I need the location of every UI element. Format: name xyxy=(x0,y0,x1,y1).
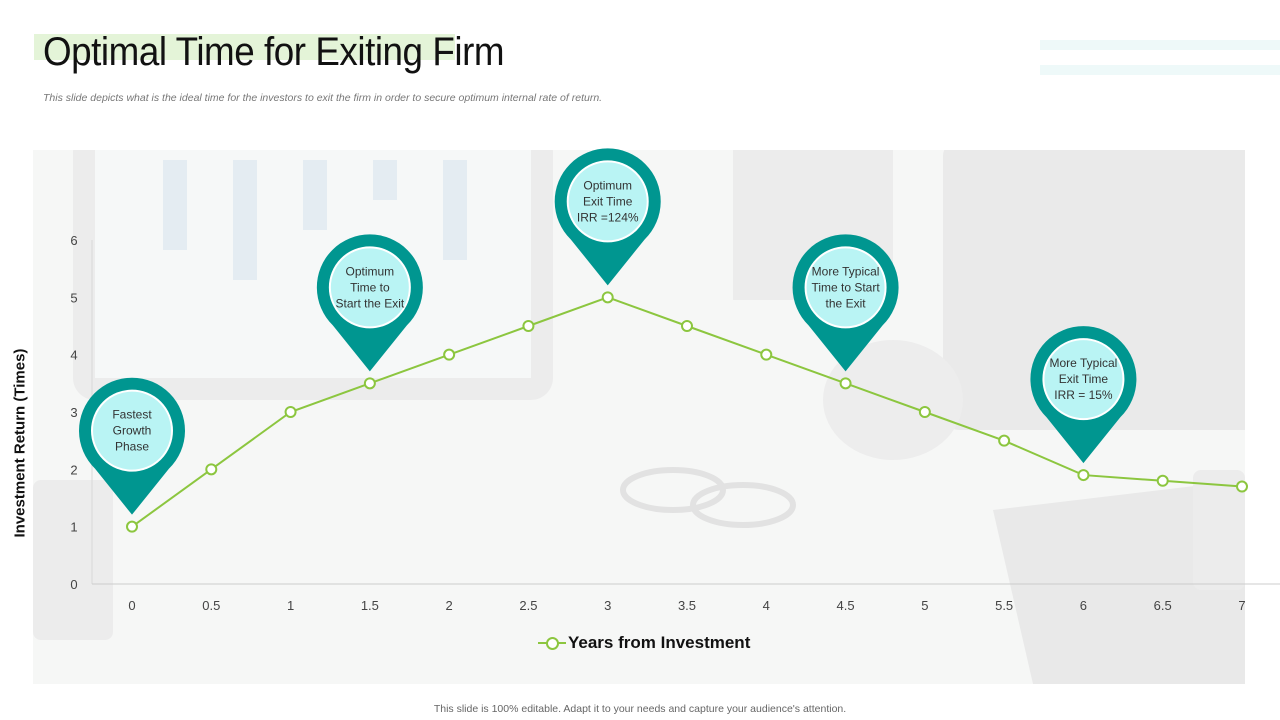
x-tick-label: 5 xyxy=(921,598,928,613)
annotation-text: Phase xyxy=(115,440,149,454)
data-point xyxy=(443,348,456,361)
annotation-text: Exit Time xyxy=(1059,372,1109,386)
background-illustration xyxy=(33,150,1245,684)
data-point xyxy=(205,463,218,476)
x-tick-label: 6.5 xyxy=(1154,598,1172,613)
page-title: Optimal Time for Exiting Firm xyxy=(43,30,505,74)
x-tick-label: 1 xyxy=(287,598,294,613)
annotation-pin: Fastest Growth Phase xyxy=(79,377,185,515)
y-tick-label: 2 xyxy=(70,462,77,477)
x-tick-label: 0.5 xyxy=(202,598,220,613)
y-tick-label: 4 xyxy=(70,348,77,363)
annotation-text: More Typical xyxy=(812,264,880,278)
annotation-text: Exit Time xyxy=(583,194,633,208)
x-tick-label: 3 xyxy=(604,598,611,613)
y-axis-ticks: 0 1 2 3 4 5 6 xyxy=(70,233,77,592)
data-point xyxy=(284,406,297,418)
chart-series xyxy=(126,291,1248,533)
footer-note: This slide is 100% editable. Adapt it to… xyxy=(433,703,847,715)
chart-annotations: Fastest Growth Phase Optimum Time to Start th… xyxy=(79,148,1137,515)
annotation-text: the Exit xyxy=(826,296,867,310)
annotation-pin: Optimum Exit Time IRR =124% xyxy=(554,148,661,286)
annotation-text: Growth xyxy=(113,424,152,438)
y-tick-label: 1 xyxy=(70,520,77,535)
x-tick-label: 7 xyxy=(1238,598,1245,613)
legend-label: Years from Investment xyxy=(568,633,751,652)
data-point xyxy=(522,320,535,332)
data-point xyxy=(126,520,138,533)
pin-inner-circle xyxy=(328,246,411,329)
data-point xyxy=(1077,469,1090,482)
data-point xyxy=(839,377,852,390)
pin-inner-circle xyxy=(566,160,649,243)
x-tick-label: 4 xyxy=(763,598,770,613)
pin-inner-circle xyxy=(1042,338,1125,421)
annotation-text: Fastest xyxy=(112,408,152,422)
y-tick-label: 3 xyxy=(70,405,77,420)
pin-inner-circle xyxy=(804,246,887,329)
annotation-text: IRR = 15% xyxy=(1054,388,1113,402)
legend-swatch xyxy=(538,637,566,650)
x-axis-ticks: 0 0.5 1 1.5 2 2.5 3 3.5 4 4.5 5 5.5 6 6.5 7 xyxy=(128,598,1245,613)
data-point xyxy=(998,434,1011,447)
annotation-text: IRR =124% xyxy=(577,210,639,224)
page-subtitle: This slide depicts what is the ideal tim… xyxy=(43,92,603,104)
x-tick-label: 3.5 xyxy=(678,598,696,613)
annotation-pin: More Typical Time to Start the Exit xyxy=(792,234,899,372)
x-tick-label: 0 xyxy=(128,598,135,613)
x-tick-label: 4.5 xyxy=(837,598,855,613)
data-point xyxy=(601,291,614,304)
chart-legend: Years from Investment xyxy=(538,631,750,655)
y-tick-label: 5 xyxy=(70,290,77,305)
y-axis-label: Investment Return (Times) xyxy=(11,348,29,538)
x-tick-label: 1.5 xyxy=(361,598,379,613)
annotation-text: Time to xyxy=(350,280,390,294)
x-tick-label: 2 xyxy=(446,598,453,613)
pin-inner-circle xyxy=(91,389,173,472)
y-tick-label: 6 xyxy=(70,233,77,248)
title-highlight xyxy=(34,34,455,60)
annotation-text: Time to Start xyxy=(811,280,880,294)
annotation-text: Optimum xyxy=(346,264,395,278)
decorative-bar xyxy=(1040,40,1280,50)
annotation-text: Start the Exit xyxy=(336,296,405,310)
x-tick-label: 2.5 xyxy=(519,598,537,613)
chart-background-photo xyxy=(33,150,1245,684)
x-tick-label: 6 xyxy=(1080,598,1087,613)
decorative-bar xyxy=(1040,65,1280,75)
annotation-text: Optimum xyxy=(583,178,632,192)
data-point xyxy=(918,406,931,418)
data-point xyxy=(1156,474,1169,487)
data-point xyxy=(363,377,376,390)
x-tick-label: 5.5 xyxy=(995,598,1013,613)
data-point xyxy=(1236,480,1248,493)
data-point xyxy=(681,320,693,332)
annotation-pin: More Typical Exit Time IRR = 15% xyxy=(1030,326,1137,464)
y-tick-label: 0 xyxy=(70,577,77,592)
annotation-text: More Typical xyxy=(1050,356,1118,370)
annotation-pin: Optimum Time to Start the Exit xyxy=(316,234,423,372)
data-point xyxy=(760,348,773,361)
